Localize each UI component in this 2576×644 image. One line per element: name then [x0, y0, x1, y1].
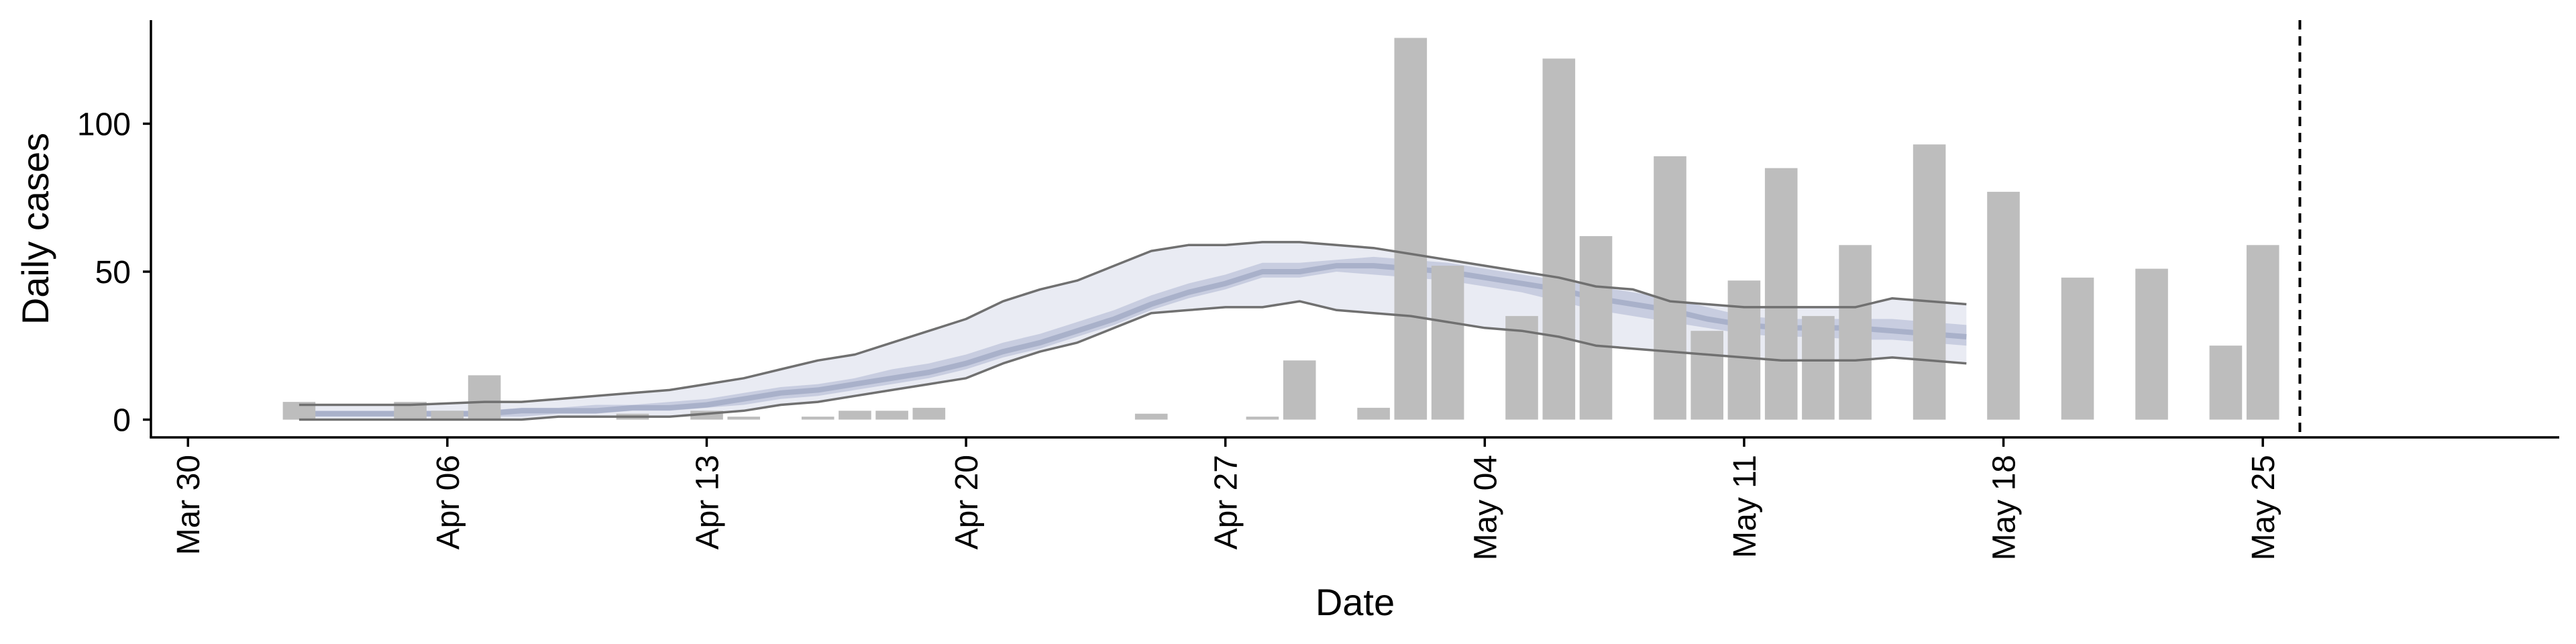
x-axis-title: Date	[1316, 581, 1395, 623]
case-bar	[1802, 316, 1835, 420]
case-bar	[1431, 266, 1464, 420]
case-bar	[912, 407, 946, 420]
tick-labels: 0 50 100 Mar 30 Apr 06 Apr 13 Apr 20 Apr 27 May …	[77, 107, 2282, 560]
x-tick-label: Mar 30	[171, 455, 207, 555]
x-tick-label: Apr 20	[949, 455, 985, 549]
case-bar	[1690, 331, 1723, 420]
y-tick-label: 0	[113, 403, 131, 439]
case-bar	[875, 411, 908, 420]
x-tick-label: May 11	[1727, 455, 1763, 558]
y-axis-title: Daily cases	[14, 133, 56, 325]
lower-bound-line	[299, 300, 1967, 421]
case-bar	[1913, 144, 1946, 420]
median-line	[299, 263, 1967, 417]
case-bar	[801, 417, 835, 420]
case-bar	[468, 375, 501, 420]
case-bar	[1542, 58, 1576, 420]
case-bars	[282, 38, 2279, 420]
case-bar	[1727, 280, 1761, 420]
case-bar	[839, 411, 871, 420]
case-bar	[2135, 268, 2168, 420]
case-bar	[431, 411, 464, 420]
case-bar	[1134, 413, 1168, 420]
case-bar	[1283, 360, 1316, 420]
case-bar	[1987, 191, 2020, 420]
case-bar	[1357, 407, 1390, 420]
case-bar	[1764, 168, 1798, 420]
case-bar	[2061, 277, 2094, 420]
x-tick-label: May 04	[1468, 455, 1503, 560]
x-tick-label: Apr 27	[1209, 455, 1244, 549]
case-bar	[727, 417, 760, 420]
axes	[150, 20, 2559, 439]
x-tick-label: Apr 06	[431, 455, 466, 549]
interval-bound-lines	[299, 241, 1967, 421]
case-bar	[2246, 245, 2279, 420]
upper-bound-line	[299, 241, 1967, 407]
case-bar	[1246, 417, 1279, 420]
y-tick-label: 50	[95, 255, 131, 290]
y-tick-label: 100	[77, 107, 131, 142]
x-tick-label: Apr 13	[690, 455, 725, 549]
case-bar	[1654, 156, 1686, 420]
case-bar	[1394, 38, 1428, 420]
case-bar	[1839, 245, 1872, 420]
x-tick-label: May 25	[2246, 455, 2282, 560]
x-tick-label: May 18	[1987, 455, 2023, 560]
case-bar	[2209, 345, 2243, 420]
case-bar	[1579, 236, 1613, 420]
